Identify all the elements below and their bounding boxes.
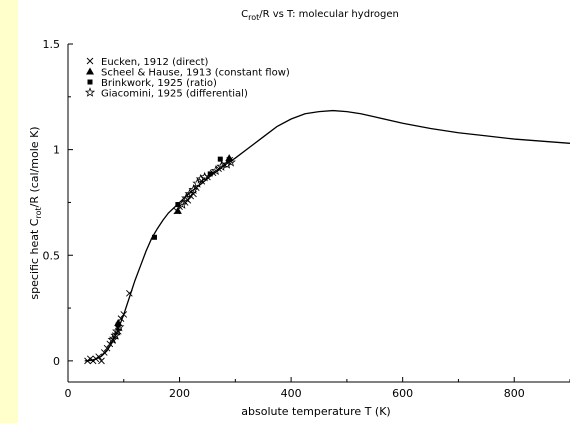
- data-point-triangle-marker: [173, 206, 182, 214]
- model-curve: [84, 109, 570, 362]
- data-point-star-marker: [199, 171, 210, 182]
- x-tick-label: 0: [65, 387, 72, 400]
- x-tick-label: 600: [392, 387, 413, 400]
- data-point-square-marker: [207, 171, 213, 177]
- data-point-star-marker: [192, 178, 203, 188]
- x-axis-label: absolute temperature T (K): [241, 405, 390, 418]
- legend-triangle-marker: [86, 67, 94, 75]
- data-point-square-marker: [217, 156, 223, 162]
- legend-label: Eucken, 1912 (direct): [101, 57, 209, 68]
- y-tick-label: 1: [53, 144, 60, 157]
- y-axis-label: specific heat Crot/R (cal/mole K): [28, 126, 43, 299]
- data-point-cross-marker: [103, 344, 111, 352]
- y-axis-label-post: /R (cal/mole K): [28, 126, 41, 207]
- y-tick-label: 0.5: [43, 249, 61, 262]
- data-point-square-marker: [151, 234, 157, 240]
- chart-title-post: /R vs T: molecular hydrogen: [259, 9, 399, 20]
- data-point-cross-marker: [100, 349, 108, 356]
- legend-square-marker: [87, 79, 93, 85]
- x-tick-label: 800: [504, 387, 525, 400]
- x-tick-label: 200: [169, 387, 190, 400]
- y-tick-label: 1.5: [43, 38, 61, 51]
- data-point-star-marker: [114, 321, 125, 332]
- legend-star-marker: [84, 87, 96, 97]
- legend-label: Brinkwork, 1925 (ratio): [101, 78, 217, 89]
- data-point-star-marker: [188, 184, 199, 195]
- chart-title-sub: rot: [248, 13, 259, 22]
- legend-label: Giacomini, 1925 (differential): [101, 89, 248, 100]
- legend-cross-marker: [86, 57, 94, 65]
- data-point-star-marker: [221, 159, 233, 169]
- data-point-star-marker: [195, 173, 206, 184]
- legend-label: Scheel & Hause, 1913 (constant flow): [101, 68, 290, 79]
- plot-layer: 0 200 400 600 800 0 0.5 1 1.5 Crot/R vs T: molecu…: [28, 9, 570, 418]
- chart-title-pre: C: [241, 9, 248, 20]
- x-tick-label: 400: [281, 387, 302, 400]
- data-point-star-marker: [181, 192, 192, 203]
- y-axis-label-sub: rot: [34, 207, 43, 218]
- plot-panel: [18, 0, 570, 423]
- data-point-star-marker: [184, 188, 195, 199]
- legend: Eucken, 1912 (direct)Scheel & Hause, 191…: [84, 57, 290, 100]
- chart-title: Crot/R vs T: molecular hydrogen: [241, 9, 399, 22]
- data-point-cross-marker: [184, 197, 192, 204]
- y-tick-label: 0: [53, 355, 60, 368]
- series-4: [84, 109, 570, 362]
- data-point-star-marker: [225, 156, 236, 167]
- data-point-cross-marker: [98, 357, 105, 365]
- y-axis-label-pre: specific heat C: [28, 218, 41, 299]
